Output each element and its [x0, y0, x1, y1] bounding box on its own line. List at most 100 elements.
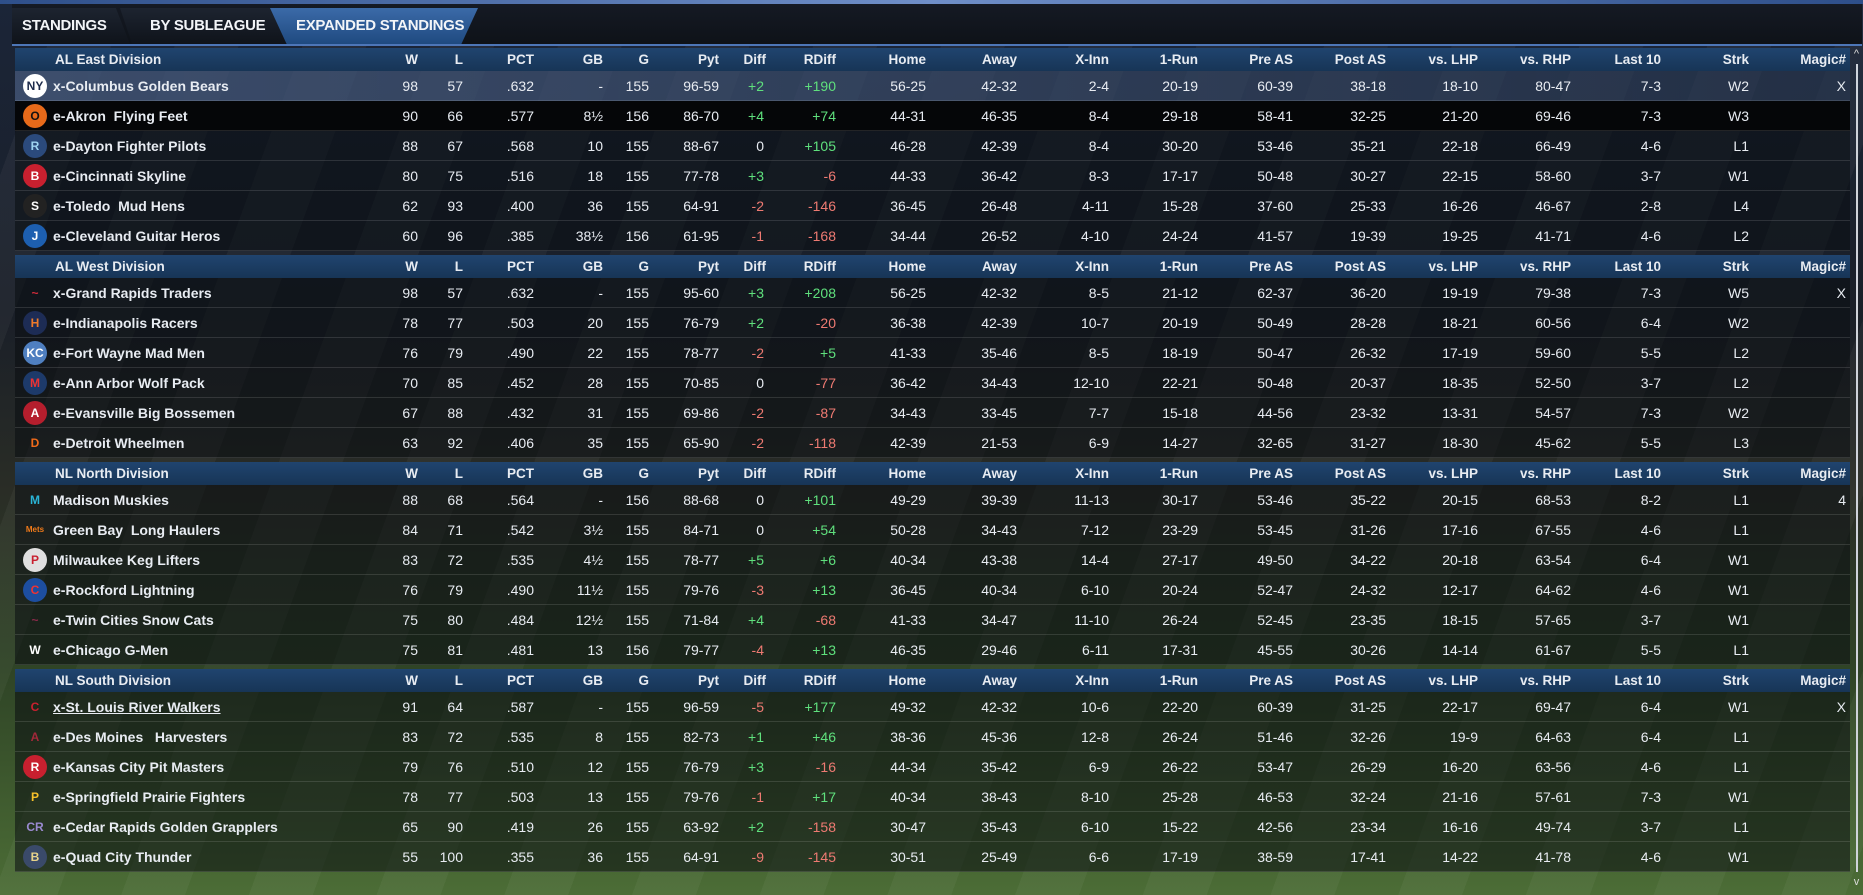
column-header-gb[interactable]: GB	[582, 466, 603, 481]
column-header-diff[interactable]: Diff	[743, 259, 767, 274]
team-name-link[interactable]: e-Dayton Fighter Pilots	[53, 137, 207, 154]
team-name-link[interactable]: e-Quad City Thunder	[53, 848, 192, 865]
column-header-away[interactable]: Away	[981, 466, 1017, 481]
column-header-rdiff[interactable]: RDiff	[803, 259, 836, 274]
column-header-away[interactable]: Away	[981, 673, 1017, 688]
team-name-link[interactable]: e-Toledo Mud Hens	[53, 197, 185, 214]
column-header-g[interactable]: G	[638, 259, 649, 274]
team-row[interactable]: Mets Green Bay Long Haulers 84 71 .542 3½ 155 8…	[15, 515, 1850, 545]
column-header-pyt[interactable]: Pyt	[697, 259, 719, 274]
team-name-link[interactable]: e-Ann Arbor Wolf Pack	[53, 374, 205, 391]
column-header-last-10[interactable]: Last 10	[1614, 52, 1661, 67]
column-header-l[interactable]: L	[454, 259, 463, 274]
column-header-w[interactable]: W	[405, 466, 418, 481]
column-header-last-10[interactable]: Last 10	[1614, 466, 1661, 481]
column-header-post-as[interactable]: Post AS	[1334, 673, 1386, 688]
team-name-link[interactable]: e-Cleveland Guitar Heros	[53, 227, 221, 244]
column-header-pre-as[interactable]: Pre AS	[1249, 466, 1293, 481]
scroll-up-icon[interactable]: ^	[1853, 48, 1860, 60]
team-name-link[interactable]: e-Twin Cities Snow Cats	[53, 611, 214, 628]
column-header-strk[interactable]: Strk	[1722, 52, 1749, 67]
column-header-g[interactable]: G	[638, 673, 649, 688]
scroll-track[interactable]	[1856, 64, 1858, 872]
column-header-last-10[interactable]: Last 10	[1614, 673, 1661, 688]
column-header-w[interactable]: W	[405, 259, 418, 274]
column-header-home[interactable]: Home	[888, 259, 926, 274]
column-header-last-10[interactable]: Last 10	[1614, 259, 1661, 274]
column-header-w[interactable]: W	[405, 52, 418, 67]
team-name-link[interactable]: x-Columbus Golden Bears	[53, 77, 229, 94]
column-header-post-as[interactable]: Post AS	[1334, 52, 1386, 67]
team-name-link[interactable]: e-Chicago G-Men	[53, 641, 169, 658]
column-header-magic[interactable]: Magic#	[1800, 673, 1846, 688]
column-header-pct[interactable]: PCT	[507, 466, 534, 481]
column-header-home[interactable]: Home	[888, 673, 926, 688]
column-header-vs-lhp[interactable]: vs. LHP	[1428, 466, 1478, 481]
column-header-pct[interactable]: PCT	[507, 52, 534, 67]
column-header-vs-rhp[interactable]: vs. RHP	[1519, 52, 1571, 67]
team-name-link[interactable]: e-Cincinnati Skyline	[53, 167, 187, 184]
column-header-l[interactable]: L	[454, 466, 463, 481]
team-name-link[interactable]: Madison Muskies	[53, 491, 169, 508]
team-name-link[interactable]: x-St. Louis River Walkers	[53, 698, 221, 715]
team-row[interactable]: ~ x-Grand Rapids Traders 98 57 .632 - 155 95-60…	[15, 278, 1850, 308]
team-row[interactable]: ~ e-Twin Cities Snow Cats 75 80 .484 12½ 155 71…	[15, 605, 1850, 635]
column-header-l[interactable]: L	[454, 52, 463, 67]
column-header-w[interactable]: W	[405, 673, 418, 688]
column-header-diff[interactable]: Diff	[743, 673, 767, 688]
column-header-pre-as[interactable]: Pre AS	[1249, 259, 1293, 274]
column-header-vs-rhp[interactable]: vs. RHP	[1519, 673, 1571, 688]
column-header-pre-as[interactable]: Pre AS	[1249, 673, 1293, 688]
team-name-link[interactable]: e-Des Moines Harvesters	[53, 728, 228, 745]
team-row[interactable]: CR e-Cedar Rapids Golden Grapplers 65 90 .41…	[15, 812, 1850, 842]
column-header-one-run[interactable]: 1-Run	[1159, 52, 1198, 67]
team-name-link[interactable]: e-Kansas City Pit Masters	[53, 758, 225, 775]
column-header-vs-rhp[interactable]: vs. RHP	[1519, 466, 1571, 481]
column-header-home[interactable]: Home	[888, 52, 926, 67]
column-header-pyt[interactable]: Pyt	[697, 466, 719, 481]
team-name-link[interactable]: e-Cedar Rapids Golden Grapplers	[53, 818, 278, 835]
column-header-away[interactable]: Away	[981, 52, 1017, 67]
team-name-link[interactable]: e-Akron Flying Feet	[53, 107, 188, 124]
column-header-l[interactable]: L	[454, 673, 463, 688]
column-header-g[interactable]: G	[638, 466, 649, 481]
team-name-link[interactable]: e-Detroit Wheelmen	[53, 434, 185, 451]
team-name-link[interactable]: e-Springfield Prairie Fighters	[53, 788, 246, 805]
scroll-down-icon[interactable]: v	[1853, 876, 1860, 888]
column-header-pct[interactable]: PCT	[507, 673, 534, 688]
column-header-pct[interactable]: PCT	[507, 259, 534, 274]
column-header-magic[interactable]: Magic#	[1800, 259, 1846, 274]
team-name-link[interactable]: Green Bay Long Haulers	[53, 521, 221, 538]
column-header-gb[interactable]: GB	[582, 52, 603, 67]
team-name-link[interactable]: e-Fort Wayne Mad Men	[53, 344, 205, 361]
column-header-away[interactable]: Away	[981, 259, 1017, 274]
column-header-vs-rhp[interactable]: vs. RHP	[1519, 259, 1571, 274]
team-row[interactable]: M Madison Muskies 88 68 .564 - 156 88-68 0 +101 49…	[15, 485, 1850, 515]
column-header-x-inn[interactable]: X-Inn	[1075, 259, 1109, 274]
column-header-strk[interactable]: Strk	[1722, 673, 1749, 688]
team-name-link[interactable]: e-Indianapolis Racers	[53, 314, 198, 331]
column-header-pyt[interactable]: Pyt	[697, 673, 719, 688]
column-header-vs-lhp[interactable]: vs. LHP	[1428, 259, 1478, 274]
team-name-link[interactable]: e-Evansville Big Bossemen	[53, 404, 236, 421]
column-header-pre-as[interactable]: Pre AS	[1249, 52, 1293, 67]
tab-by-subleague[interactable]: BY SUBLEAGUE	[120, 8, 292, 44]
column-header-post-as[interactable]: Post AS	[1334, 466, 1386, 481]
column-header-x-inn[interactable]: X-Inn	[1075, 466, 1109, 481]
column-header-magic[interactable]: Magic#	[1800, 52, 1846, 67]
column-header-rdiff[interactable]: RDiff	[803, 673, 836, 688]
team-name-link[interactable]: e-Rockford Lightning	[53, 581, 195, 598]
tab-standings[interactable]: STANDINGS	[12, 8, 130, 44]
